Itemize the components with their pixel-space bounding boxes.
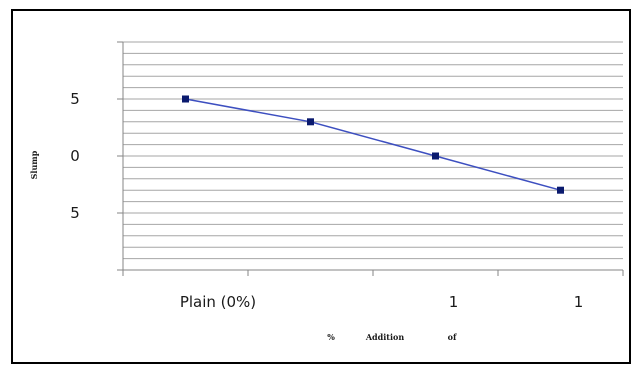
data-point	[432, 152, 439, 160]
data-point	[182, 95, 189, 103]
y-tick-label: 0	[70, 147, 80, 165]
data-point	[307, 118, 314, 126]
grid-lines	[123, 41, 623, 271]
chart-frame	[11, 9, 631, 364]
axes	[117, 41, 624, 276]
y-tick-labels: 5 0 5	[70, 90, 80, 222]
x-tick-label: Plain (0%)	[180, 293, 256, 311]
y-tick-label: 5	[70, 90, 80, 108]
series	[182, 95, 564, 194]
x-axis-title-word: %	[327, 332, 335, 342]
x-tick-label: 1	[574, 293, 584, 311]
y-tick-label: 5	[70, 204, 80, 222]
data-point	[557, 186, 564, 194]
x-axis-title-word: Addition	[365, 332, 405, 342]
y-axis-title: Slump	[29, 150, 39, 179]
x-axis-title: % Addition of	[327, 332, 457, 342]
x-axis-title-word: of	[448, 332, 457, 342]
series-line	[185, 98, 561, 191]
x-tick-labels: Plain (0%) 1 1	[180, 293, 583, 311]
x-tick-label: 1	[449, 293, 459, 311]
